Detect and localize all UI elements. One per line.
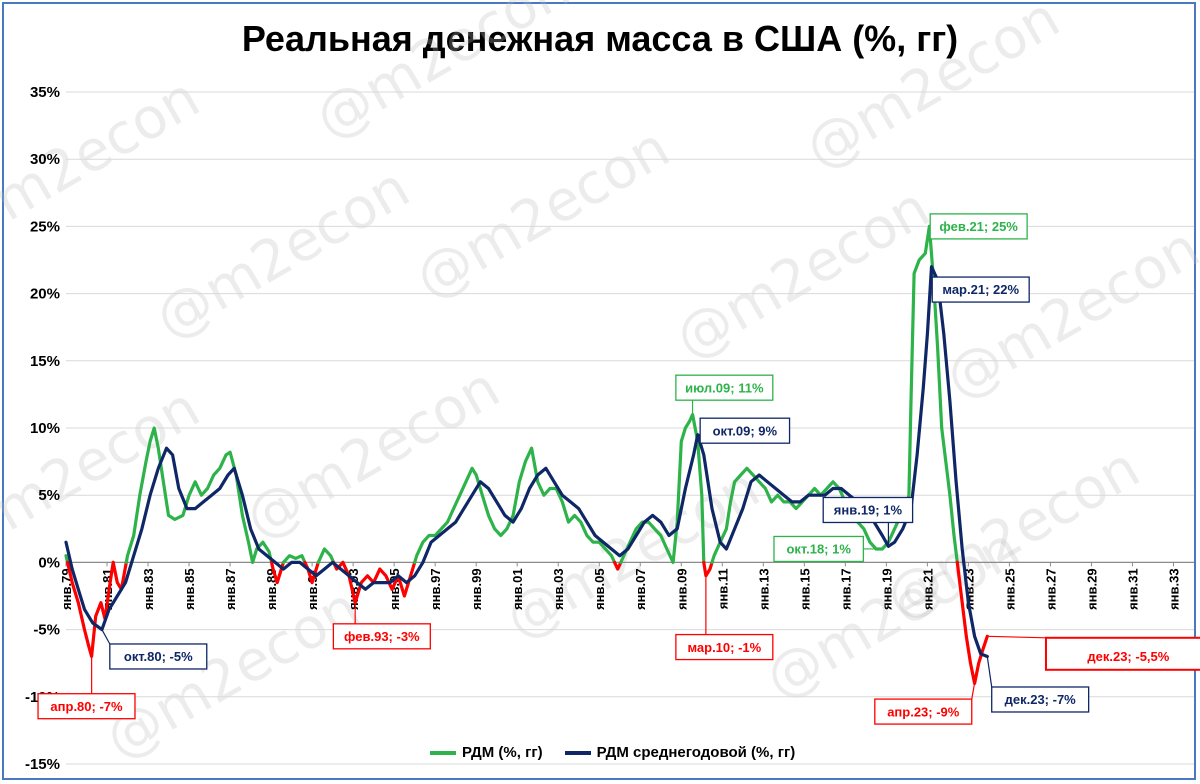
series-rdm-negative-segment — [613, 560, 623, 571]
y-tick-label: 10% — [30, 420, 60, 437]
annotation-label: фев.93; -3% — [344, 629, 420, 644]
watermark: @m2econ — [145, 155, 421, 352]
x-tick-label: янв.95 — [387, 568, 402, 610]
watermark: @m2econ — [935, 215, 1200, 412]
x-tick-label: янв.05 — [592, 568, 607, 610]
series-rdm-negative-segment — [702, 560, 714, 578]
x-tick-label: янв.29 — [1084, 568, 1099, 610]
y-tick-label: 25% — [30, 218, 60, 235]
legend-label-rdm: РДМ (%, гг) — [462, 744, 543, 761]
annotation-box — [991, 686, 1090, 713]
annotation-box — [929, 213, 1028, 240]
annotation-box — [822, 496, 914, 524]
legend: РДМ (%, гг) РДМ среднегодовой (%, гг) — [430, 744, 795, 761]
x-tick-label: янв.25 — [1002, 568, 1017, 610]
annotation-box — [675, 374, 774, 401]
annotation-label: дек.23; -5,5% — [1087, 649, 1169, 664]
watermark: @m2econ — [495, 455, 771, 652]
legend-swatch-rdm — [430, 750, 456, 755]
y-tick-label: 20% — [30, 286, 60, 303]
annotation-label: дек.23; -7% — [1005, 692, 1077, 707]
annotation-box — [332, 623, 431, 650]
y-tick-label: 0% — [38, 554, 60, 571]
annotation-label: янв.19; 1% — [834, 503, 903, 518]
x-tick-label: янв.07 — [633, 568, 648, 610]
annotation-leader — [971, 683, 976, 700]
watermark: @m2econ — [795, 0, 1071, 182]
annotation-leader — [101, 629, 111, 645]
x-axis: янв.79 янв.81 янв.83 янв.85 янв.87 янв.89 янв.… — [59, 562, 1181, 610]
legend-item-rdm-avg: РДМ среднегодовой (%, гг) — [564, 744, 796, 761]
x-tick-label: янв.27 — [1043, 568, 1058, 610]
y-tick-label: 5% — [38, 487, 60, 504]
x-tick-label: янв.03 — [551, 568, 566, 610]
x-tick-label: янв.89 — [264, 568, 279, 610]
legend-label-rdm-avg: РДМ среднегодовой (%, гг) — [596, 744, 796, 761]
annotation-label: окт.18; 1% — [786, 542, 851, 557]
x-tick-label: янв.01 — [510, 568, 525, 610]
annotation-box — [1044, 636, 1200, 671]
chart-title: Реальная денежная масса в США (%, гг) — [241, 18, 959, 59]
y-tick-label: -15% — [25, 756, 60, 773]
annotation-leader — [986, 656, 993, 688]
series-rdm-negative-segment — [111, 560, 128, 591]
y-tick-label: 35% — [30, 84, 60, 101]
annotation-box — [931, 276, 1030, 303]
annotation-label: окт.80; -5% — [124, 649, 193, 664]
x-tick-label: янв.31 — [1125, 568, 1140, 610]
annotation-box — [699, 417, 791, 444]
watermark: @m2econ — [235, 355, 511, 552]
y-tick-label: 30% — [30, 151, 60, 168]
series-rdm-negative-segment — [303, 560, 320, 585]
annotation-leader — [987, 635, 1046, 639]
x-tick-label: янв.97 — [428, 568, 443, 610]
y-tick-label: -5% — [33, 622, 60, 639]
annotation-box — [874, 698, 973, 725]
annotation-label: фев.21; 25% — [939, 219, 1018, 234]
series-rdm-line — [281, 554, 307, 564]
annotation-box — [675, 633, 774, 661]
annotation-label: мар.21; 22% — [942, 282, 1019, 297]
x-tick-label: янв.15 — [797, 568, 812, 610]
legend-item-rdm: РДМ (%, гг) — [430, 744, 543, 761]
x-tick-label: янв.11 — [715, 568, 730, 609]
y-axis: 35%30%25%20%15%10%5%0%-5%-10%-15% — [25, 84, 60, 773]
annotation-box — [773, 535, 865, 563]
annotation-leader — [930, 266, 933, 278]
annotation-layer: апр.80; -7% окт.80; -5% фев.93; -3% июл.09;… — [37, 213, 1200, 725]
series-rdm-line — [124, 426, 274, 564]
x-tick-label: янв.17 — [838, 568, 853, 610]
y-tick-label: 15% — [30, 353, 60, 370]
annotation-label: мар.10; -1% — [687, 640, 761, 655]
x-tick-label: янв.13 — [756, 568, 771, 610]
annotation-label: окт.09; 9% — [713, 423, 778, 438]
x-tick-label: янв.99 — [469, 568, 484, 610]
series-rdm-negative-segment — [270, 560, 285, 585]
x-tick-label: янв.91 — [305, 568, 320, 610]
watermark: @m2econ — [0, 375, 211, 572]
series-rdm-negative-segment — [341, 560, 417, 605]
watermark: @m2econ — [665, 175, 941, 372]
x-tick-label: янв.85 — [182, 568, 197, 610]
annotation-label: апр.23; -9% — [887, 704, 960, 719]
series-rdm-line — [619, 413, 706, 564]
series-rdm-line — [413, 446, 617, 564]
annotation-box — [109, 643, 208, 670]
annotation-label: июл.09; 11% — [685, 380, 764, 395]
x-tick-label: янв.33 — [1166, 568, 1181, 610]
x-tick-label: янв.83 — [141, 568, 156, 610]
x-tick-label: янв.21 — [920, 568, 935, 610]
annotation-box — [37, 693, 136, 720]
annotation-label: апр.80; -7% — [50, 699, 123, 714]
x-tick-label: янв.09 — [674, 568, 689, 610]
legend-swatch-rdm-avg — [564, 750, 591, 755]
series-rdm-line — [316, 547, 336, 564]
x-tick-label: янв.87 — [223, 568, 238, 610]
watermark: @m2econ — [405, 115, 681, 312]
watermark: @m2econ — [305, 0, 581, 152]
x-tick-label: янв.19 — [879, 568, 894, 610]
